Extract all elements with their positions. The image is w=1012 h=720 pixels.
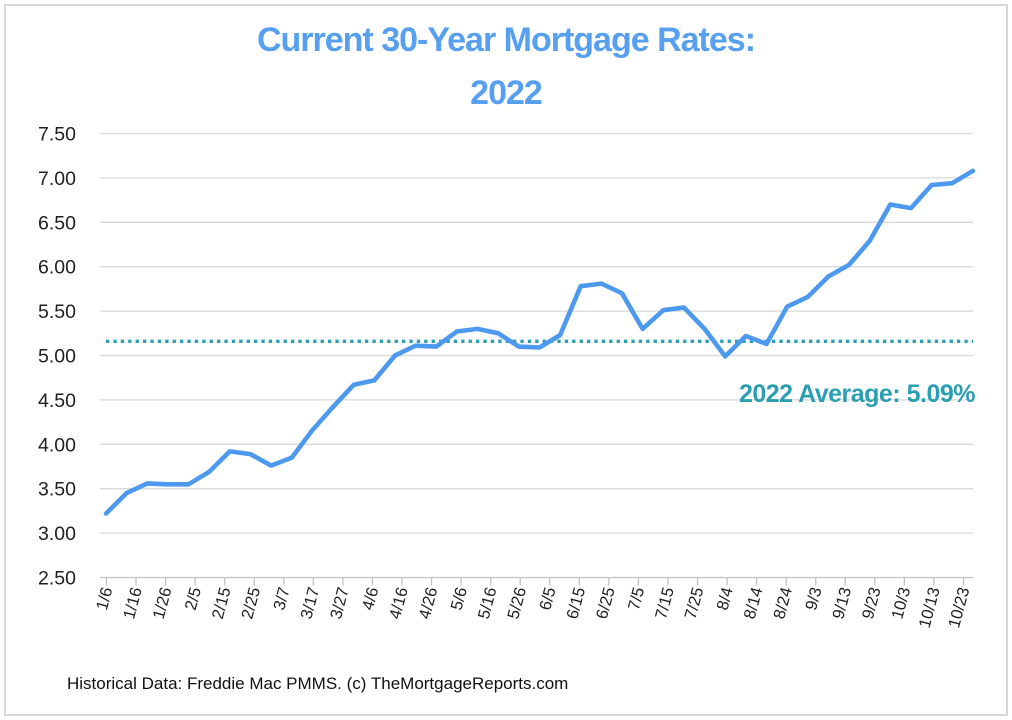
x-axis-tick-label: 7/5 bbox=[625, 585, 648, 612]
y-axis-tick-label: 5.50 bbox=[38, 301, 76, 323]
x-axis-tick-label: 6/15 bbox=[563, 585, 589, 621]
y-axis-tick-label: 6.00 bbox=[38, 257, 76, 279]
y-axis-tick-label: 5.00 bbox=[38, 346, 76, 368]
y-axis-tick-label: 4.00 bbox=[38, 434, 76, 456]
y-axis-tick-label: 3.50 bbox=[38, 479, 76, 501]
x-axis-tick-label: 3/17 bbox=[298, 585, 324, 621]
y-axis-tick-label: 7.50 bbox=[38, 124, 76, 146]
x-axis-tick-label: 4/16 bbox=[386, 585, 412, 621]
x-axis-tick-label: 10/23 bbox=[945, 585, 973, 630]
x-axis-tick-label: 9/13 bbox=[829, 585, 855, 621]
x-axis-tick-label: 1/16 bbox=[120, 585, 146, 621]
x-axis-tick-label: 8/24 bbox=[770, 585, 796, 621]
data-source-credit: Historical Data: Freddie Mac PMMS. (c) T… bbox=[67, 674, 569, 693]
y-axis-tick-label: 4.50 bbox=[38, 390, 76, 412]
chart-title-line2: 2022 bbox=[470, 74, 543, 112]
x-axis-tick-label: 2/5 bbox=[182, 585, 205, 612]
y-axis-tick-label: 3.00 bbox=[38, 523, 76, 545]
x-axis-tick-label: 6/5 bbox=[536, 585, 559, 612]
y-axis-tick-label: 6.50 bbox=[38, 212, 76, 234]
rate-line-series bbox=[103, 168, 976, 516]
x-axis-tick-label: 3/27 bbox=[327, 585, 353, 621]
x-axis-tick-label: 1/6 bbox=[93, 585, 116, 612]
x-axis-tick-label: 9/23 bbox=[859, 585, 885, 621]
x-axis-tick-label: 7/25 bbox=[682, 585, 708, 621]
x-axis-tick-label: 3/7 bbox=[270, 585, 293, 612]
x-axis-tick-label: 10/3 bbox=[889, 585, 915, 621]
average-rate-label: 2022 Average: 5.09% bbox=[738, 380, 976, 408]
x-axis-tick-label: 6/25 bbox=[593, 585, 619, 621]
y-axis-tick-label: 7.00 bbox=[38, 168, 76, 190]
x-axis-tick-label: 4/26 bbox=[416, 585, 442, 621]
x-axis-tick-label: 10/13 bbox=[916, 585, 944, 630]
x-axis-tick-label: 2/25 bbox=[238, 585, 264, 621]
x-axis-tick-label: 8/14 bbox=[741, 585, 767, 621]
x-axis-tick-label: 4/6 bbox=[359, 585, 382, 612]
x-axis-tick-label: 7/15 bbox=[652, 585, 678, 621]
chart-frame bbox=[4, 4, 1008, 716]
x-axis-tick-label: 8/4 bbox=[714, 585, 737, 612]
x-axis-tick-label: 2/15 bbox=[209, 585, 235, 621]
chart-title-line1: Current 30-Year Mortgage Rates: bbox=[256, 21, 756, 59]
x-axis-tick-label: 5/6 bbox=[448, 585, 471, 612]
x-axis-tick-label: 9/3 bbox=[802, 585, 825, 612]
chart-title: Current 30-Year Mortgage Rates: 2022 bbox=[0, 14, 1012, 120]
y-axis-tick-label: 2.50 bbox=[38, 568, 76, 590]
x-axis-tick-label: 5/16 bbox=[475, 585, 501, 621]
x-axis-tick-label: 5/26 bbox=[504, 585, 530, 621]
x-axis-tick-label: 1/26 bbox=[150, 585, 176, 621]
